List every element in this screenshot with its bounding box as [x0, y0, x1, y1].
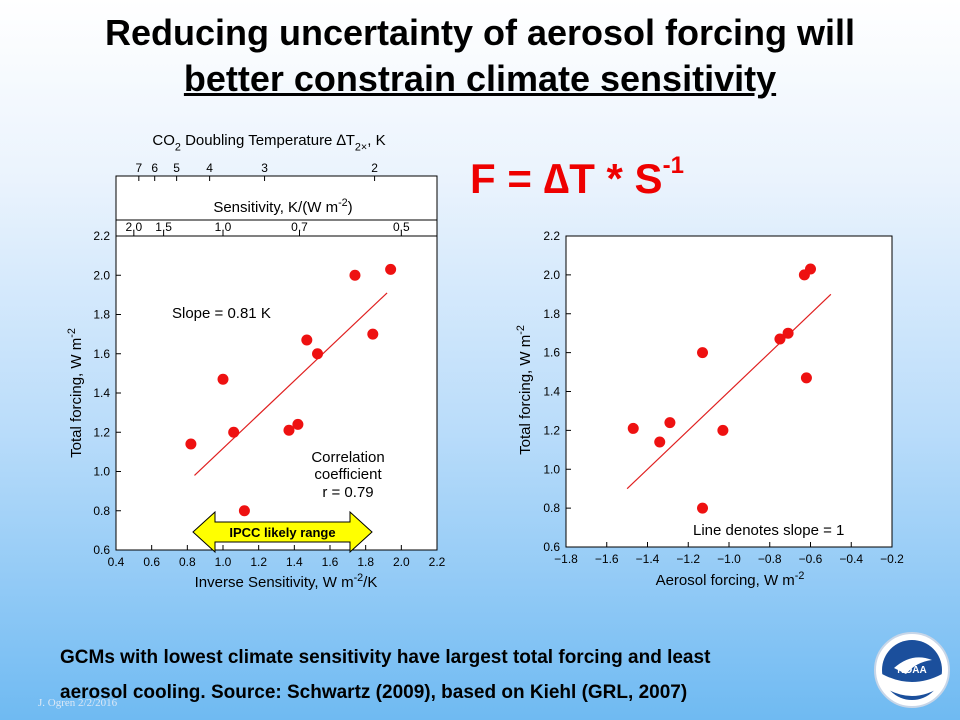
chart1-sensitivity-axis-label: Sensitivity, K/(W m-2​): [213, 197, 352, 216]
chart2-y-tick-label: 1.4: [543, 385, 560, 399]
chart1-data-point: [312, 348, 324, 360]
chart2-data-point: [697, 347, 709, 359]
chart1-ipcc-range-label: IPCC likely range: [229, 525, 335, 540]
chart1-sensitivity-tick-label: 0.5: [393, 220, 410, 234]
chart1-y-tick-label: 0.8: [93, 504, 110, 518]
chart2-x-tick-label: −1.2: [676, 552, 700, 566]
chart1-y-tick-label: 1.0: [93, 465, 110, 479]
chart1-sensitivity-tick-label: 0.7: [291, 220, 308, 234]
chart1-data-point: [185, 438, 197, 450]
chart1-data-point: [385, 263, 397, 275]
chart2-y-tick-label: 1.2: [543, 423, 560, 437]
chart1-data-point: [238, 505, 250, 517]
chart1-x-tick-label: 1.8: [357, 555, 374, 569]
chart1-y-tick-label: 1.6: [93, 347, 110, 361]
chart1-correlation-line-2: coefficient: [314, 466, 382, 483]
chart2-x-tick-label: −1.8: [554, 552, 578, 566]
chart1-x-tick-label: 0.6: [143, 555, 160, 569]
chart1-x-tick-label: 1.0: [215, 555, 232, 569]
chart1-x-tick-label: 2.2: [429, 555, 446, 569]
chart2-data-point: [805, 263, 816, 275]
chart1-temp-tick-label: 6: [151, 161, 158, 175]
chart1-temp-tick-label: 7: [135, 161, 142, 175]
chart2-data-point: [774, 333, 786, 345]
chart1-fit-line: [194, 292, 388, 476]
chart2-y-tick-label: 2.2: [543, 229, 560, 243]
chart1-temp-tick-label: 4: [206, 161, 213, 175]
footer-line-1: GCMs with lowest climate sensitivity hav…: [60, 647, 711, 668]
noaa-logo: NOAA: [874, 632, 950, 708]
chart2-slope-note: Line denotes slope = 1: [693, 522, 844, 539]
chart1-data-point: [367, 328, 379, 340]
formula-exponent: -1: [662, 152, 684, 179]
chart1-data-point: [292, 418, 304, 430]
chart1-temp-tick-label: 5: [173, 161, 180, 175]
chart2-y-tick-label: 1.0: [543, 462, 560, 476]
chart1-data-point: [217, 373, 229, 385]
chart1-x-tick-label: 1.6: [322, 555, 339, 569]
logo-text: NOAA: [897, 665, 926, 676]
chart2-y-tick-label: 1.8: [543, 307, 560, 321]
chart1-sensitivity-tick-label: 1.0: [215, 220, 232, 234]
chart1-y-tick-label: 2.0: [93, 268, 110, 282]
chart2-data-point: [627, 422, 639, 434]
chart1-y-tick-label: 1.4: [93, 386, 110, 400]
chart1-data-point: [301, 334, 313, 346]
chart2-x-tick-label: −0.6: [799, 552, 823, 566]
footer-caption: GCMs with lowest climate sensitivity hav…: [60, 640, 880, 710]
chart1-y-tick-label: 1.2: [93, 425, 110, 439]
chart2-data-point: [782, 327, 794, 339]
chart2-x-tick-label: −0.8: [758, 552, 782, 566]
chart1-slope-annotation: Slope = 0.81 K: [172, 305, 271, 322]
chart1-temp-tick-label: 2: [371, 161, 378, 175]
formula-main: F = ∆T * S: [470, 155, 663, 202]
chart1-data-point: [283, 424, 295, 436]
chart2-x-tick-label: −0.4: [839, 552, 863, 566]
chart1-x-tick-label: 1.4: [286, 555, 303, 569]
chart2-y-tick-label: 2.0: [543, 268, 560, 282]
chart1-ipcc-range-arrow: [192, 510, 373, 554]
chart1-correlation-line-3: r = 0.79: [322, 484, 373, 501]
chart2-y-tick-label: 0.6: [543, 540, 560, 554]
chart2-y-tick-label: 0.8: [543, 501, 560, 515]
chart1-temp-axis-label: CO2​ Doubling Temperature ∆T2×​, K: [152, 132, 385, 153]
footer-line-2: aerosol cooling. Source: Schwartz (2009)…: [60, 682, 688, 703]
chart2-data-point: [717, 424, 729, 436]
chart1-y-tick-label: 1.8: [93, 308, 110, 322]
chart1-x-tick-label: 1.2: [250, 555, 267, 569]
chart1-sensitivity-tick-label: 1.5: [155, 220, 172, 234]
slide-title-line-2: better constrain climate sensitivity: [183, 58, 777, 99]
chart1-data-point: [349, 269, 361, 281]
slide-title-line-1: Reducing uncertainty of aerosol forcing …: [104, 12, 856, 53]
chart1-x-tick-label: 2.0: [393, 555, 410, 569]
chart2-x-tick-label: −0.2: [880, 552, 904, 566]
chart1-x-tick-label: 0.8: [179, 555, 196, 569]
chart2-data-point: [800, 372, 812, 384]
chart2-x-axis-label: Aerosol forcing, W m-2​: [656, 570, 805, 589]
chart1-y-tick-label: 0.6: [93, 543, 110, 557]
chart1-y-axis-label: Total forcing, W m-2​: [66, 328, 85, 458]
chart1-sensitivity-tick-label: 2.0: [125, 220, 142, 234]
chart2-y-tick-label: 1.6: [543, 346, 560, 360]
chart1-x-tick-label: 0.4: [108, 555, 125, 569]
chart1-correlation-line-1: Correlation: [311, 449, 384, 466]
chart2-data-point: [654, 436, 666, 448]
chart2-data-point: [697, 502, 709, 514]
chart2-data-point: [664, 417, 676, 429]
chart2-x-tick-label: −1.0: [717, 552, 741, 566]
chart1-temp-tick-label: 3: [261, 161, 268, 175]
chart2-x-tick-label: −1.4: [636, 552, 660, 566]
chart1-y-tick-label: 2.2: [93, 229, 110, 243]
chart1-frame: [115, 175, 438, 551]
chart1-x-axis-label: Inverse Sensitivity, W m-2​/K: [195, 572, 378, 591]
chart2-y-axis-label: Total forcing, W m-2​: [515, 325, 534, 455]
formula: F = ∆T * S-1: [470, 152, 684, 203]
author-date-credit: J. Ogren 2/2/2016: [38, 697, 118, 709]
chart1-data-point: [228, 426, 240, 438]
chart2-fit-line: [626, 293, 832, 490]
chart2-x-tick-label: −1.6: [595, 552, 619, 566]
